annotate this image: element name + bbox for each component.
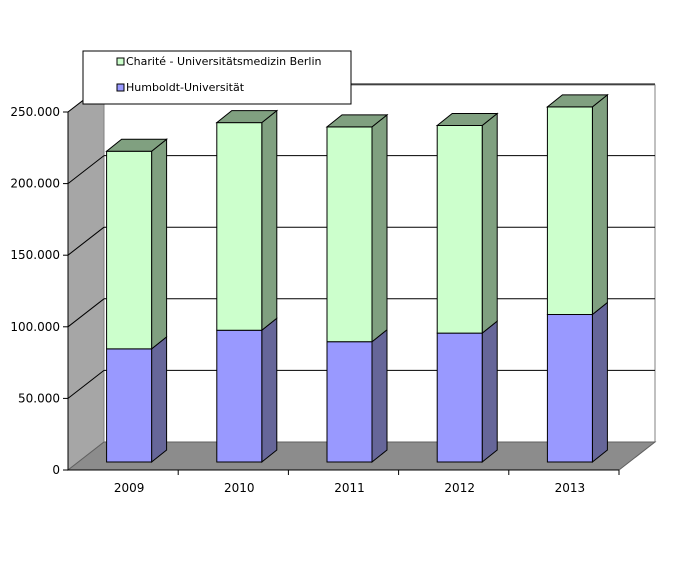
bar-segment-charite — [215, 109, 279, 332]
bar-top — [545, 94, 609, 108]
bar-segment-charite — [325, 113, 389, 343]
bar-front — [216, 329, 263, 463]
bar-side — [261, 109, 278, 332]
side-wall — [67, 84, 105, 472]
bar-top — [325, 114, 389, 128]
bar-front — [436, 124, 483, 334]
bar-side — [591, 93, 608, 316]
bar-side — [591, 301, 608, 464]
legend-label: Charité - Universitätsmedizin Berlin — [126, 55, 322, 68]
x-tick-label: 2009 — [114, 481, 145, 495]
bar-front — [546, 314, 593, 463]
legend-swatch — [116, 83, 125, 92]
bar-segment-humboldt — [106, 335, 168, 464]
legend: Charité - Universitätsmedizin Berlin Humb… — [82, 50, 352, 105]
bar-front — [106, 150, 153, 350]
bar-side — [151, 335, 168, 464]
bar-segment-humboldt — [216, 317, 278, 464]
legend-label: Humboldt-Universität — [126, 81, 245, 94]
gridline-side — [67, 298, 105, 328]
bar-segment-humboldt — [436, 320, 498, 464]
gridline-side — [67, 155, 105, 184]
x-tick-label: 2013 — [555, 481, 586, 495]
x-tick-label: 2012 — [444, 481, 475, 495]
y-tick-label: 50.000 — [18, 391, 60, 405]
bar-segment-charite — [545, 93, 609, 316]
y-tick-label: 0 — [52, 463, 60, 477]
x-tick-label: 2010 — [224, 481, 255, 495]
bar-front — [106, 348, 153, 463]
bar-side — [481, 320, 498, 464]
legend-box — [82, 50, 352, 105]
bar-segment-humboldt — [326, 328, 388, 464]
bar-segment-charite — [435, 112, 499, 335]
bar-front — [436, 332, 483, 463]
bar-top — [105, 138, 169, 152]
bar-front — [216, 122, 263, 331]
bar-segment-humboldt — [546, 301, 608, 464]
bar-front — [326, 126, 373, 343]
y-tick-label: 100.000 — [10, 320, 60, 334]
bar-side — [151, 138, 168, 350]
x-tick-label: 2011 — [334, 481, 365, 495]
bar-front — [546, 106, 593, 316]
gridline-side — [67, 370, 105, 399]
bar-front — [326, 341, 373, 463]
bar-side — [371, 113, 388, 343]
bar-segment-charite — [105, 138, 169, 350]
bar-side — [261, 317, 278, 464]
bar-side — [481, 112, 498, 335]
gridline-side — [67, 226, 105, 256]
legend-swatch — [116, 57, 125, 66]
y-tick-label: 150.000 — [10, 248, 60, 262]
bar-top — [215, 110, 279, 124]
bar-side — [371, 328, 388, 464]
y-tick-label: 250.000 — [10, 105, 60, 119]
bar-top — [435, 112, 499, 126]
y-tick-label: 200.000 — [10, 177, 60, 191]
